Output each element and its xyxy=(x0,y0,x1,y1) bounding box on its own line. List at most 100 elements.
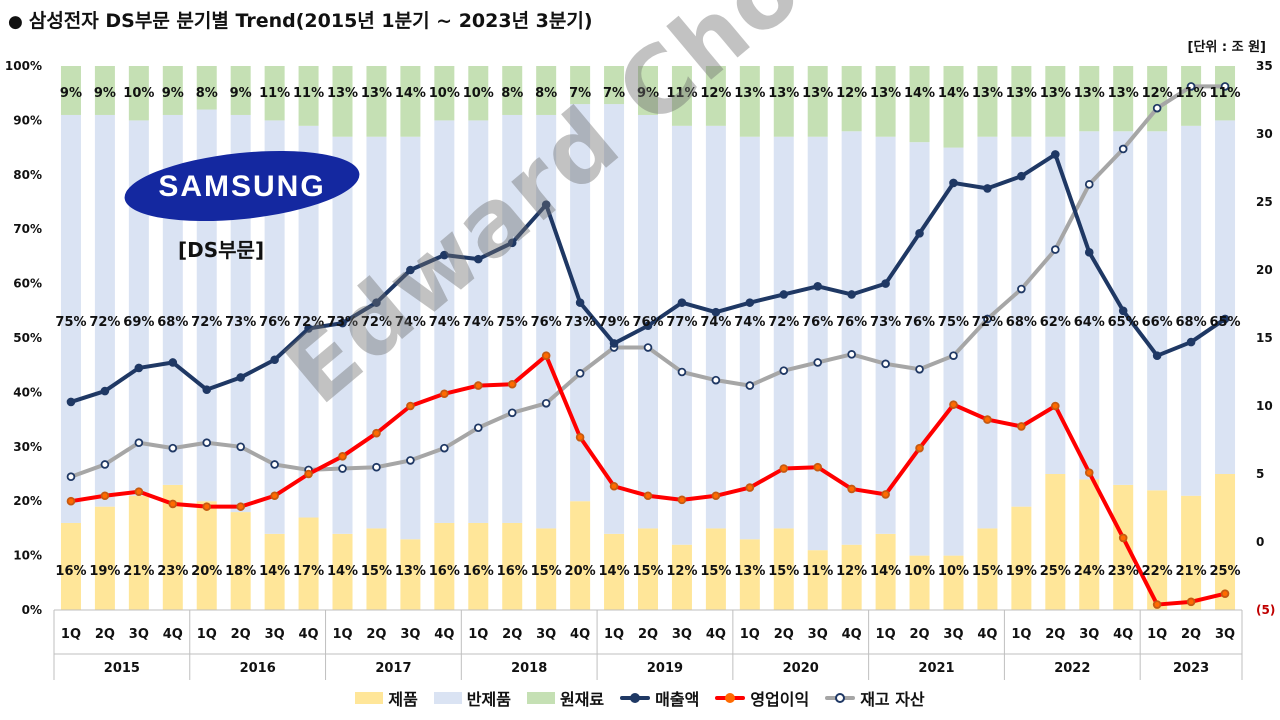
label-products: 12% xyxy=(836,564,867,579)
quarter-label: 2Q xyxy=(774,627,794,642)
right-axis-tick: 20 xyxy=(1256,263,1273,277)
inventory-point xyxy=(1051,245,1060,254)
label-materials: 9% xyxy=(637,86,659,101)
label-products: 10% xyxy=(904,564,935,579)
quarter-label: 3Q xyxy=(672,627,692,642)
label-semi-products: 74% xyxy=(395,315,426,330)
quarter-label: 4Q xyxy=(1113,627,1133,642)
bar-products xyxy=(1215,474,1236,610)
label-materials: 11% xyxy=(666,86,697,101)
bar-semi-products xyxy=(1079,131,1100,480)
legend-swatch xyxy=(433,692,462,704)
operating-profit-point xyxy=(134,487,144,496)
bar-semi-products xyxy=(128,120,149,496)
inventory-point xyxy=(66,472,76,482)
revenue-point xyxy=(134,363,144,373)
operating-profit-point xyxy=(711,491,721,501)
operating-profit-point xyxy=(949,400,958,409)
quarter-label: 3Q xyxy=(536,627,556,642)
revenue-point xyxy=(507,238,517,248)
legend-swatch xyxy=(355,692,384,704)
bar-materials xyxy=(875,66,896,137)
label-semi-products: 72% xyxy=(89,315,120,330)
label-semi-products: 74% xyxy=(429,315,460,330)
quarter-label: 1Q xyxy=(876,627,896,642)
label-materials: 13% xyxy=(802,86,833,101)
bar-materials xyxy=(94,66,115,115)
bar-products xyxy=(264,533,285,610)
revenue-point xyxy=(609,339,619,348)
revenue-point xyxy=(541,200,551,210)
operating-profit-point xyxy=(1186,597,1196,607)
label-semi-products: 73% xyxy=(225,315,256,330)
inventory-point xyxy=(813,358,823,367)
label-products: 25% xyxy=(1040,564,1071,579)
quarter-label: 4Q xyxy=(706,627,726,642)
revenue-point xyxy=(304,324,313,333)
bar-semi-products xyxy=(1215,120,1236,475)
operating-profit-point xyxy=(270,491,279,501)
right-axis-tick: 35 xyxy=(1256,59,1273,73)
operating-profit-point xyxy=(1152,600,1162,609)
label-products: 24% xyxy=(1074,564,1105,579)
quarter-label: 3Q xyxy=(1215,627,1235,642)
label-products: 18% xyxy=(225,564,256,579)
legend-swatch xyxy=(526,692,555,704)
bar-products xyxy=(1045,474,1066,610)
inventory-point xyxy=(1152,103,1162,113)
revenue-point xyxy=(1118,306,1128,316)
left-axis-tick: 50% xyxy=(13,331,42,345)
operating-profit-point xyxy=(168,499,178,509)
revenue-point xyxy=(643,321,653,331)
bar-materials xyxy=(434,66,455,121)
bar-materials xyxy=(536,66,557,115)
year-label: 2016 xyxy=(240,661,276,676)
label-semi-products: 72% xyxy=(768,315,799,330)
legend-label: 제품 xyxy=(388,690,418,709)
operating-profit-point xyxy=(236,502,245,511)
bar-materials xyxy=(60,66,81,115)
left-axis-tick: 70% xyxy=(13,222,42,236)
label-semi-products: 76% xyxy=(836,315,867,330)
left-axis-tick: 30% xyxy=(13,440,42,454)
label-products: 10% xyxy=(938,564,969,579)
legend-label: 반제품 xyxy=(466,690,511,709)
quarter-label: 2Q xyxy=(502,627,522,642)
label-products: 16% xyxy=(463,564,494,579)
year-label: 2017 xyxy=(375,661,411,676)
bar-semi-products xyxy=(1045,136,1066,474)
operating-profit-point xyxy=(440,389,449,399)
inventory-point xyxy=(847,350,856,359)
chart-title: ● 삼성전자 DS부문 분기별 Trend(2015년 1분기 ~ 2023년 3… xyxy=(8,6,593,33)
operating-profit-point xyxy=(338,452,347,461)
label-semi-products: 79% xyxy=(598,315,629,330)
revenue-point xyxy=(270,355,279,365)
legend-line-marker xyxy=(715,691,746,705)
left-axis-tick: 60% xyxy=(13,277,42,291)
bar-semi-products xyxy=(400,136,421,540)
revenue-point xyxy=(372,298,381,307)
label-materials: 11% xyxy=(259,86,290,101)
label-products: 12% xyxy=(666,564,697,579)
bar-materials xyxy=(298,66,319,126)
samsung-logo-text: SAMSUNG xyxy=(158,170,325,203)
bar-products xyxy=(604,533,625,610)
label-materials: 13% xyxy=(870,86,901,101)
operating-profit-point xyxy=(813,462,823,472)
label-products: 16% xyxy=(55,564,86,579)
division-label: [DS부문] xyxy=(178,238,265,262)
label-materials: 14% xyxy=(395,86,426,101)
revenue-point xyxy=(1220,314,1230,324)
inventory-point xyxy=(338,464,347,473)
revenue-point xyxy=(202,385,212,394)
bar-materials xyxy=(909,66,930,143)
bar-materials xyxy=(638,66,658,115)
label-products: 16% xyxy=(429,564,460,579)
revenue-point xyxy=(168,358,178,367)
revenue-point xyxy=(236,373,245,382)
label-semi-products: 72% xyxy=(293,315,324,330)
label-semi-products: 75% xyxy=(55,315,86,330)
bar-semi-products xyxy=(94,114,115,507)
inventory-point xyxy=(440,443,449,453)
label-products: 14% xyxy=(598,564,629,579)
